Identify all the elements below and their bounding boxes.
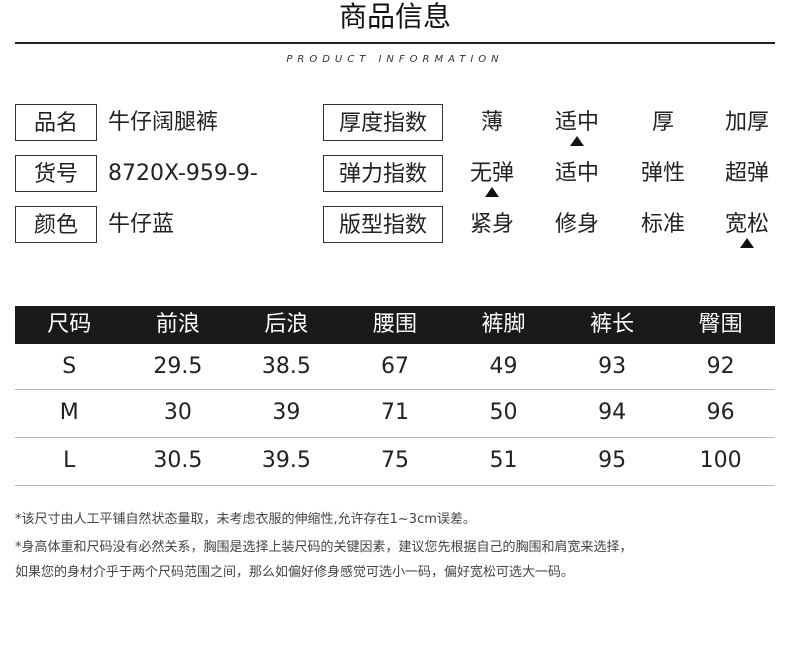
index-option: 薄 [480, 110, 503, 135]
table-cell: 96 [706, 400, 735, 425]
table-cell: 75 [380, 448, 409, 473]
table-cell: 100 [699, 448, 742, 473]
table-header-cell: 腰围 [372, 312, 417, 337]
page-subtitle: PRODUCT INFORMATION [286, 54, 504, 65]
table-cell: S [62, 354, 77, 379]
table-cell: 39.5 [261, 448, 311, 473]
info-label: 颜色 [15, 206, 97, 243]
table-cell: L [63, 448, 76, 473]
index-option: 弹性 [640, 161, 685, 186]
table-header-cell: 尺码 [47, 312, 92, 337]
table-cell: 93 [598, 354, 627, 379]
table-cell: 95 [598, 448, 627, 473]
table-cell: M [59, 400, 79, 425]
index-option: 无弹 [469, 161, 514, 186]
size-table-header: 尺码 前浪 后浪 腰围 裤脚 裤长 臀围 [15, 306, 775, 344]
table-header-cell: 臀围 [698, 312, 743, 337]
info-value: 8720X-959-9- [108, 161, 258, 186]
table-cell: 94 [598, 400, 627, 425]
index-option: 超弹 [724, 161, 769, 186]
info-label: 货号 [15, 155, 97, 192]
index-label: 弹力指数 [323, 155, 443, 192]
index-label: 厚度指数 [323, 104, 443, 141]
selected-marker-triangle-icon [485, 187, 499, 197]
info-value: 牛仔蓝 [108, 212, 175, 237]
index-option: 适中 [554, 110, 599, 135]
index-option: 宽松 [724, 212, 769, 237]
selected-marker-triangle-icon [570, 136, 584, 146]
table-header-cell: 裤长 [590, 312, 635, 337]
index-option: 厚 [651, 110, 674, 135]
table-cell: 67 [380, 354, 409, 379]
table-cell: 49 [489, 354, 518, 379]
index-option: 紧身 [469, 212, 514, 237]
table-cell: 38.5 [261, 354, 311, 379]
page-title: 商品信息 [338, 0, 451, 33]
table-header-cell: 前浪 [155, 312, 200, 337]
table-cell: 39 [272, 400, 301, 425]
index-option: 适中 [554, 161, 599, 186]
table-cell: 92 [706, 354, 735, 379]
note-size-advice: *身高体重和尺码没有必然关系，胸围是选择上装尺码的关键因素，建议您先根据自己的胸… [15, 540, 633, 555]
table-cell: 71 [380, 400, 409, 425]
table-header-cell: 裤脚 [481, 312, 526, 337]
title-divider [15, 42, 775, 44]
info-value: 牛仔阔腿裤 [108, 110, 219, 135]
index-option: 修身 [554, 212, 599, 237]
index-option: 加厚 [724, 110, 769, 135]
table-cell: 30.5 [153, 448, 203, 473]
note-size-advice-cont: 如果您的身材介乎于两个尺码范围之间，那么如偏好修身感觉可选小一码，偏好宽松可选大… [15, 565, 575, 580]
table-row: L 30.5 39.5 75 51 95 100 [15, 437, 775, 486]
info-label: 品名 [15, 104, 97, 141]
table-cell: 51 [489, 448, 518, 473]
index-label: 版型指数 [323, 206, 443, 243]
table-cell: 29.5 [153, 354, 203, 379]
table-row: S 29.5 38.5 67 49 93 92 [15, 344, 775, 390]
selected-marker-triangle-icon [740, 238, 754, 248]
table-cell: 30 [163, 400, 192, 425]
table-header-cell: 后浪 [264, 312, 309, 337]
table-cell: 50 [489, 400, 518, 425]
note-measurement: *该尺寸由人工平铺自然状态量取，未考虑衣服的伸缩性,允许存在1~3cm误差。 [15, 512, 476, 527]
table-row: M 30 39 71 50 94 96 [15, 389, 775, 438]
index-option: 标准 [640, 212, 685, 237]
